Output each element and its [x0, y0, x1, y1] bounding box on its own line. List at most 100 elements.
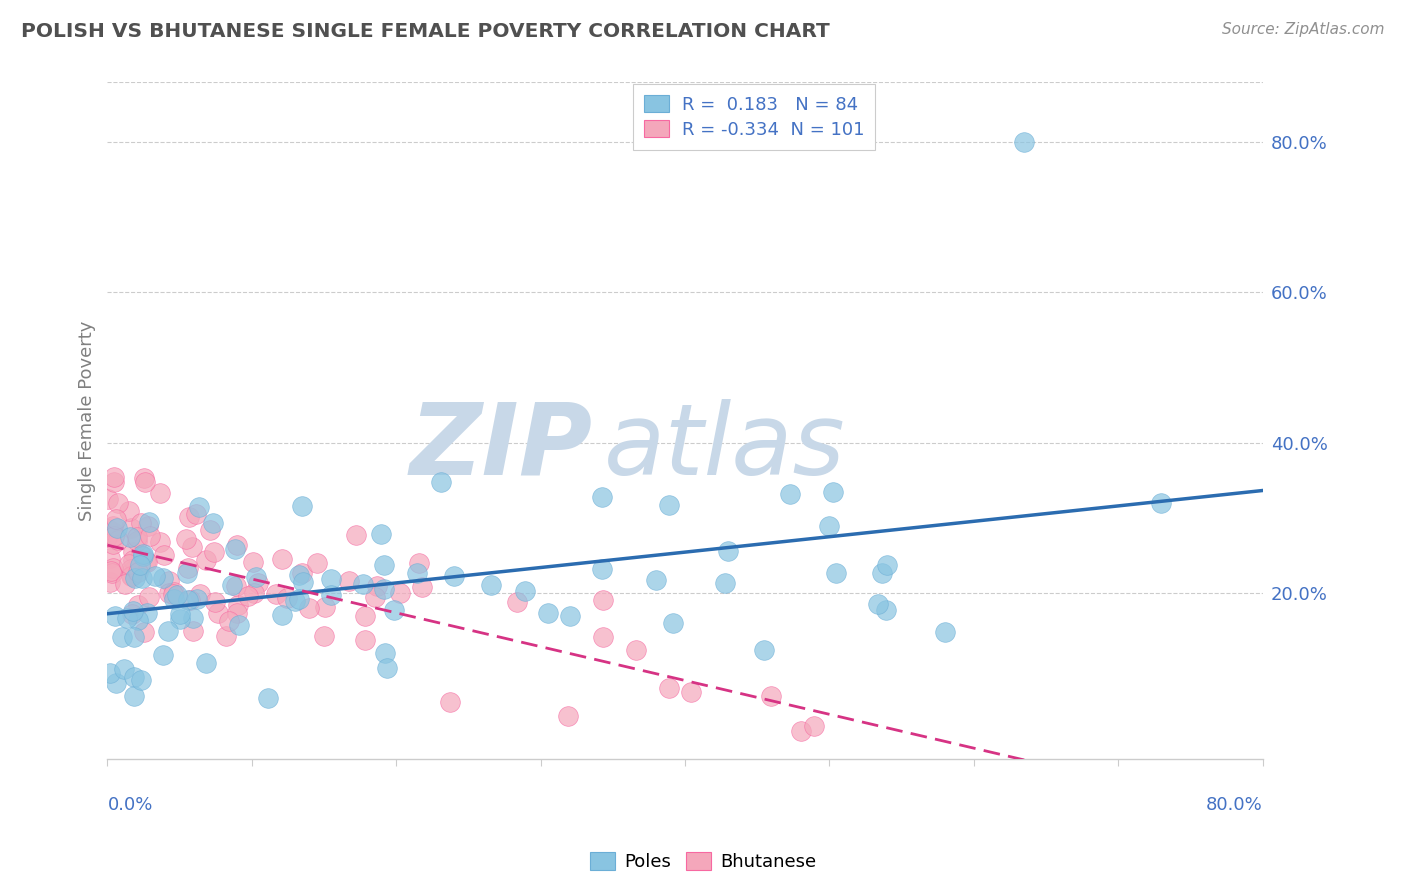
Point — [107, 496, 129, 510]
Point — [132, 549, 155, 564]
Point — [122, 630, 145, 644]
Point — [658, 681, 681, 695]
Point — [174, 532, 197, 546]
Point — [245, 570, 267, 584]
Point — [98, 666, 121, 681]
Point — [228, 617, 250, 632]
Point — [215, 629, 238, 643]
Point — [105, 521, 128, 535]
Point — [291, 566, 314, 580]
Point — [305, 556, 328, 570]
Point — [225, 579, 247, 593]
Point — [373, 558, 395, 572]
Legend: Poles, Bhutanese: Poles, Bhutanese — [582, 846, 824, 879]
Point — [256, 690, 278, 705]
Point — [754, 642, 776, 657]
Point — [717, 544, 740, 558]
Point — [271, 607, 294, 622]
Point — [662, 615, 685, 630]
Point — [121, 569, 143, 583]
Point — [100, 564, 122, 578]
Point — [388, 586, 411, 600]
Point — [238, 589, 260, 603]
Point — [515, 584, 537, 599]
Point — [169, 607, 191, 621]
Point — [122, 545, 145, 559]
Point — [1150, 496, 1173, 510]
Point — [180, 541, 202, 555]
Point — [591, 490, 613, 504]
Point — [114, 577, 136, 591]
Point — [224, 542, 246, 557]
Point — [537, 606, 560, 620]
Point — [118, 530, 141, 544]
Point — [117, 611, 139, 625]
Text: 0.0%: 0.0% — [107, 796, 153, 814]
Text: Source: ZipAtlas.com: Source: ZipAtlas.com — [1222, 22, 1385, 37]
Point — [117, 557, 139, 571]
Point — [138, 590, 160, 604]
Point — [443, 569, 465, 583]
Point — [131, 548, 153, 562]
Point — [354, 633, 377, 648]
Point — [143, 569, 166, 583]
Point — [821, 484, 844, 499]
Point — [186, 507, 208, 521]
Point — [118, 504, 141, 518]
Point — [479, 578, 502, 592]
Point — [152, 648, 174, 663]
Point — [103, 560, 125, 574]
Point — [121, 604, 143, 618]
Point — [803, 719, 825, 733]
Point — [129, 558, 152, 572]
Point — [226, 598, 249, 612]
Point — [176, 566, 198, 580]
Point — [122, 689, 145, 703]
Point — [557, 709, 579, 723]
Point — [319, 588, 342, 602]
Legend: R =  0.183   N = 84, R = -0.334  N = 101: R = 0.183 N = 84, R = -0.334 N = 101 — [633, 84, 876, 150]
Point — [1014, 135, 1036, 149]
Point — [127, 613, 149, 627]
Point — [242, 555, 264, 569]
Point — [290, 499, 312, 513]
Point — [714, 576, 737, 591]
Point — [122, 670, 145, 684]
Point — [120, 521, 142, 535]
Point — [135, 606, 157, 620]
Point — [177, 561, 200, 575]
Point — [825, 566, 848, 580]
Point — [218, 614, 240, 628]
Point — [98, 551, 121, 566]
Point — [370, 526, 392, 541]
Point — [188, 587, 211, 601]
Point — [243, 586, 266, 600]
Point — [103, 470, 125, 484]
Point — [105, 676, 128, 690]
Point — [298, 601, 321, 615]
Point — [759, 690, 782, 704]
Point — [169, 612, 191, 626]
Point — [789, 724, 811, 739]
Point — [430, 475, 453, 490]
Point — [225, 538, 247, 552]
Y-axis label: Single Female Poverty: Single Female Poverty — [79, 320, 96, 521]
Point — [127, 599, 149, 613]
Point — [411, 580, 433, 594]
Point — [264, 587, 287, 601]
Point — [658, 498, 681, 512]
Point — [120, 562, 142, 576]
Point — [152, 571, 174, 585]
Text: POLISH VS BHUTANESE SINGLE FEMALE POVERTY CORRELATION CHART: POLISH VS BHUTANESE SINGLE FEMALE POVERT… — [21, 22, 830, 41]
Point — [162, 587, 184, 601]
Point — [188, 500, 211, 515]
Point — [121, 553, 143, 567]
Point — [131, 571, 153, 585]
Point — [103, 537, 125, 551]
Point — [97, 492, 120, 507]
Point — [183, 624, 205, 638]
Point — [375, 661, 398, 675]
Point — [134, 471, 156, 485]
Point — [186, 591, 208, 606]
Point — [866, 597, 889, 611]
